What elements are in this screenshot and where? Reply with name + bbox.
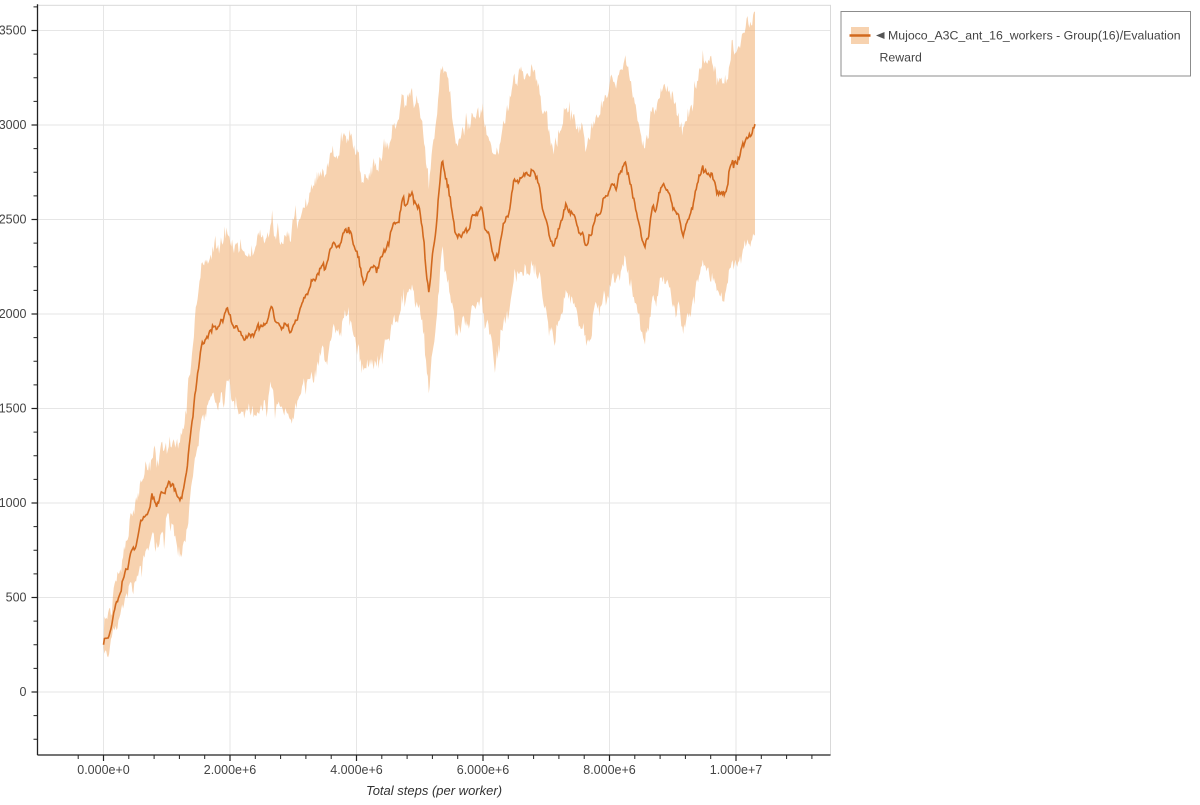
svg-text:Total steps (per worker): Total steps (per worker): [366, 783, 502, 798]
svg-text:3000: 3000: [0, 118, 27, 132]
svg-text:1000: 1000: [0, 496, 27, 510]
svg-text:1.000e+7: 1.000e+7: [710, 763, 763, 777]
svg-text:4.000e+6: 4.000e+6: [330, 763, 383, 777]
svg-text:2000: 2000: [0, 307, 27, 321]
svg-text:500: 500: [6, 591, 27, 605]
svg-text:0.000e+0: 0.000e+0: [77, 763, 130, 777]
svg-text:1500: 1500: [0, 402, 27, 416]
svg-text:Reward: Reward: [880, 51, 923, 65]
svg-text:Mujoco_A3C_ant_16_workers - Gr: Mujoco_A3C_ant_16_workers - Group(16)/Ev…: [888, 29, 1181, 43]
svg-text:3500: 3500: [0, 24, 27, 38]
svg-text:2.000e+6: 2.000e+6: [204, 763, 257, 777]
svg-text:6.000e+6: 6.000e+6: [457, 763, 510, 777]
svg-text:0: 0: [20, 685, 27, 699]
svg-text:2500: 2500: [0, 213, 27, 227]
svg-text:8.000e+6: 8.000e+6: [583, 763, 636, 777]
